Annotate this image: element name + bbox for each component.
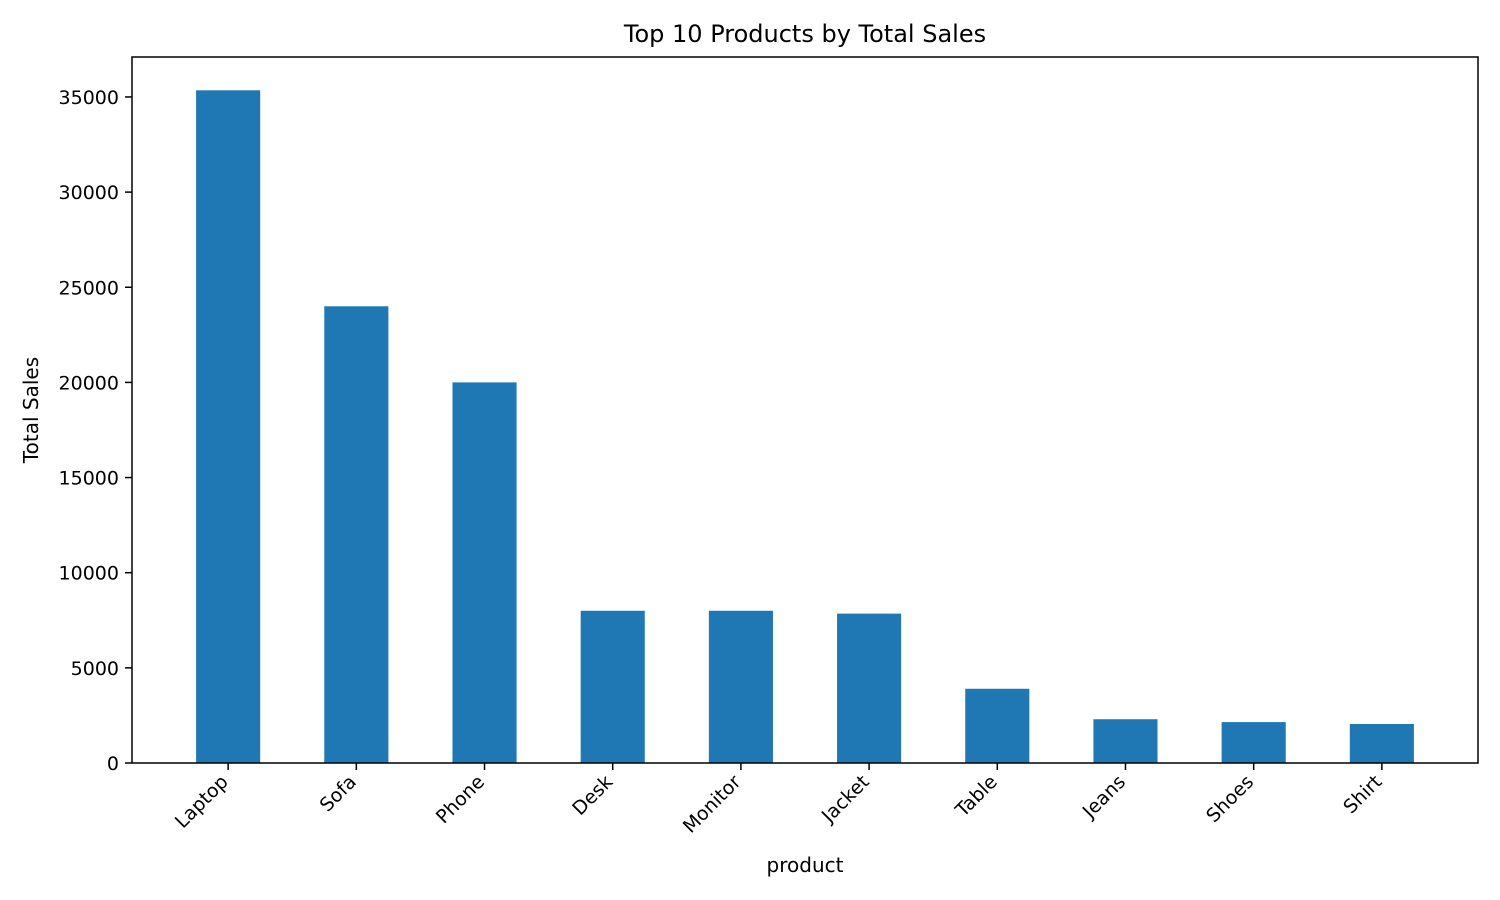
bar-shoes: [1221, 722, 1286, 763]
y-tick-label: 25000: [59, 277, 119, 299]
bar-laptop: [196, 90, 261, 764]
plot-frame: [131, 56, 1479, 764]
y-tick-label: 0: [107, 753, 119, 775]
plot-area: 05000100001500020000250003000035000Lapto…: [59, 87, 1414, 838]
y-tick-label: 15000: [59, 468, 119, 490]
bar-table: [965, 688, 1030, 763]
bar-sofa: [324, 306, 389, 763]
y-tick-label: 30000: [59, 182, 119, 204]
y-tick-label: 20000: [59, 372, 119, 394]
bar-shirt: [1349, 723, 1414, 763]
bar-desk: [580, 610, 645, 763]
y-tick-label: 5000: [71, 658, 119, 680]
bar-jacket: [837, 613, 902, 763]
y-axis-label: Total Sales: [19, 357, 43, 464]
bar-jeans: [1093, 719, 1158, 763]
chart-title: Top 10 Products by Total Sales: [623, 20, 986, 48]
x-axis-label: product: [767, 853, 844, 877]
bar-phone: [452, 382, 517, 763]
y-tick-label: 35000: [59, 87, 119, 109]
y-tick-label: 10000: [59, 563, 119, 585]
bar-monitor: [708, 610, 773, 763]
